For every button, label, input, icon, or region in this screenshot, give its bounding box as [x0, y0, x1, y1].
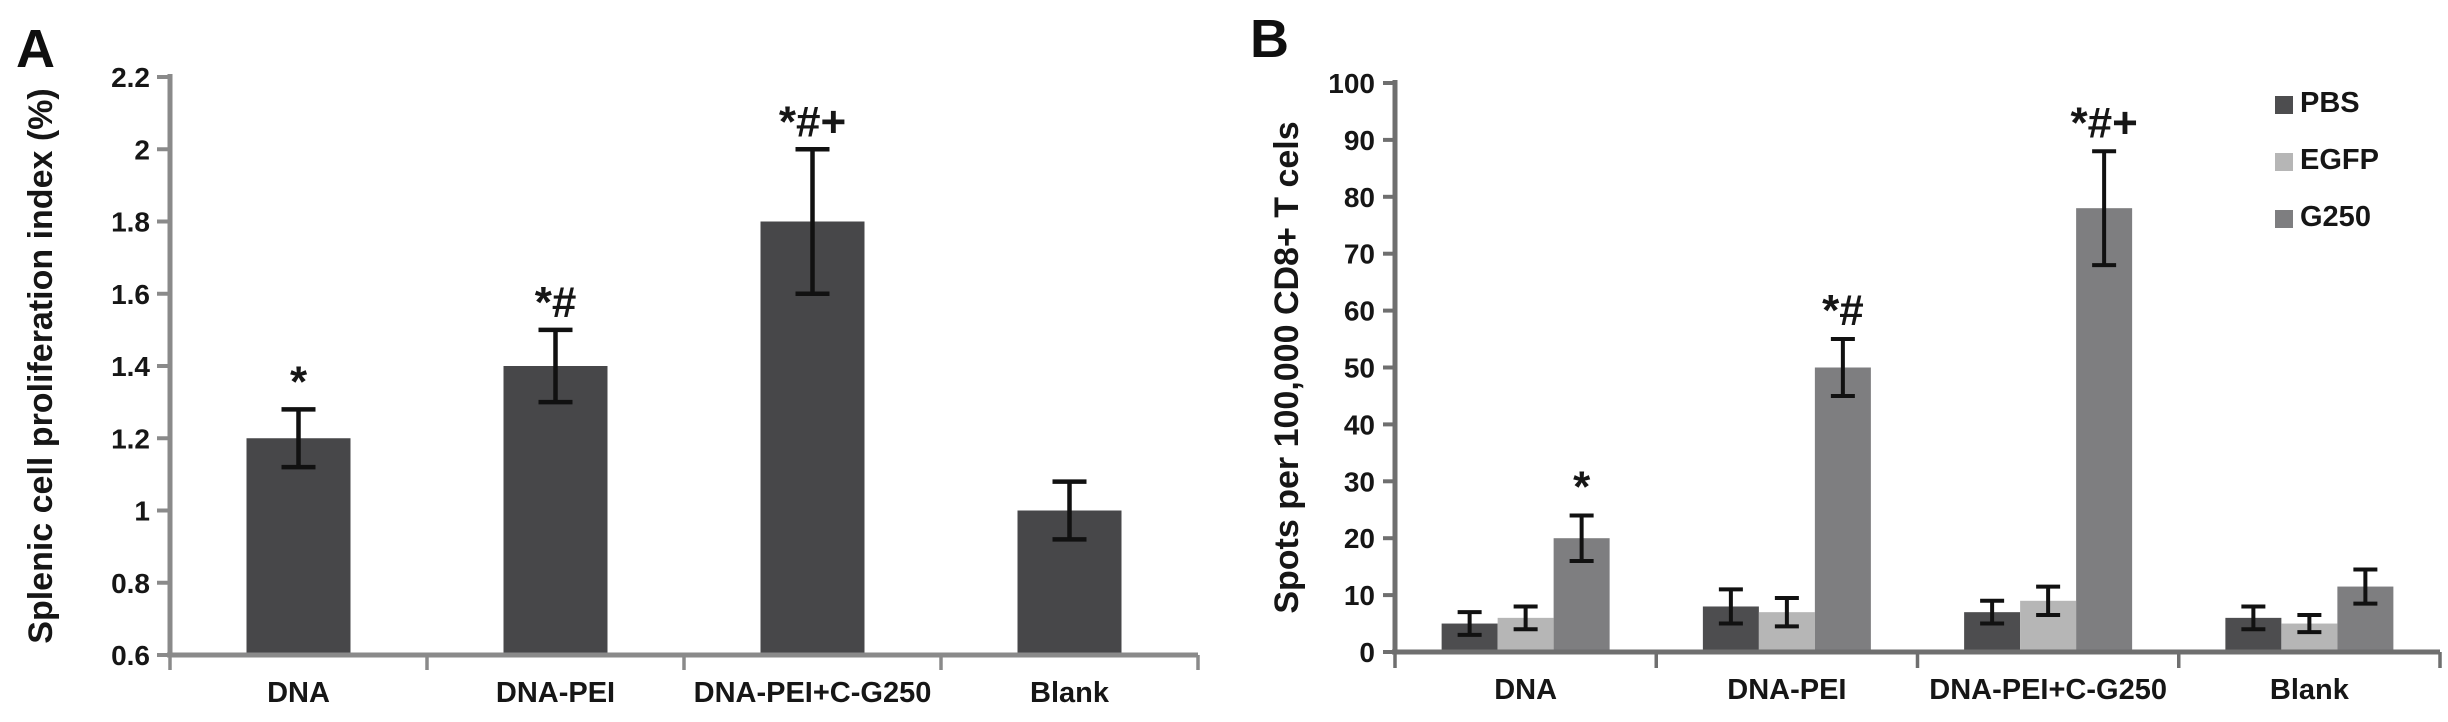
y-tick-label: 1.2: [111, 423, 150, 454]
y-tick-label: 0.6: [111, 640, 150, 671]
category-label-dna: DNA: [1494, 674, 1557, 706]
category-label-dna-pei-c-g250: DNA-PEI+C-G250: [694, 677, 932, 709]
y-tick-label: 60: [1344, 296, 1375, 327]
category-label-blank: Blank: [1030, 677, 1110, 709]
legend-swatch-egfp: [2275, 153, 2293, 171]
y-tick-label: 70: [1344, 239, 1375, 270]
y-tick-label: 2.2: [111, 62, 150, 93]
legend-swatch-g250: [2275, 210, 2293, 228]
y-axis-title: Spots per 100,000 CD8+ T cels: [1268, 121, 1306, 613]
panel-b-chart: * *# *#+ 0 10 20 30 40 50 60 70 80 90 100 DNA DNA-PEI DN…: [1268, 68, 2442, 706]
y-tick-label: 40: [1344, 409, 1375, 440]
y-tick-label: 100: [1328, 68, 1375, 99]
category-label-dna-pei-c-g250: DNA-PEI+C-G250: [1929, 674, 2167, 706]
category-label-blank: Blank: [2270, 674, 2350, 706]
y-tick-label: 0.8: [111, 568, 150, 599]
legend-label-egfp: EGFP: [2300, 144, 2379, 176]
y-axis-title: Splenic cell proliferation index (%): [22, 88, 60, 643]
panel-a-label: A: [16, 19, 55, 79]
y-tick-label: 1.4: [111, 351, 150, 382]
significance-annotation-dna-pei: *#: [535, 278, 577, 327]
y-tick-label: 0: [1359, 637, 1375, 668]
legend-label-pbs: PBS: [2300, 87, 2360, 119]
category-label-dna-pei: DNA-PEI: [1727, 674, 1846, 706]
panel-b-label: B: [1250, 9, 1289, 69]
bar-g250-dna-pei: [1814, 367, 1871, 652]
significance-annotation-dna: *: [290, 357, 308, 406]
y-tick-label: 2: [134, 134, 150, 165]
y-tick-label: 1: [134, 496, 150, 527]
legend-swatch-pbs: [2275, 96, 2293, 114]
significance-annotation-dna-pei-c-g250: *#+: [779, 97, 846, 146]
y-tick-label: 90: [1344, 125, 1375, 156]
significance-annotation-dna-pei-c-g250: *#+: [2070, 98, 2137, 147]
category-label-dna: DNA: [267, 677, 330, 709]
bar-series-dna: [246, 438, 351, 655]
panel-a: A * *# *#+ 0.6 0.8 1 1.2 1.4 1.6 1.8 2 2.2 DNA DNA-PE…: [16, 19, 1200, 709]
significance-annotation-dna: *: [1573, 462, 1591, 511]
y-tick-label: 10: [1344, 580, 1375, 611]
bar-g250-dna-pei-c-g250: [2076, 208, 2133, 652]
y-tick-label: 30: [1344, 466, 1375, 497]
panel-b: B * *# *#+ 0 10 20 30 40 50 60 70 80 90 100 DNA DNA-PEI…: [1224, 0, 2448, 722]
legend-label-g250: G250: [2300, 201, 2371, 233]
bar-series-dna-pei: [503, 366, 608, 655]
category-label-dna-pei: DNA-PEI: [496, 677, 615, 709]
y-tick-label: 80: [1344, 182, 1375, 213]
y-tick-label: 20: [1344, 523, 1375, 554]
y-tick-label: 1.8: [111, 207, 150, 238]
y-tick-label: 50: [1344, 353, 1375, 384]
y-tick-label: 1.6: [111, 279, 150, 310]
significance-annotation-dna-pei: *#: [1822, 286, 1864, 335]
panel-a-chart: * *# *#+ 0.6 0.8 1 1.2 1.4 1.6 1.8 2 2.2 DNA DNA-PEI D…: [22, 62, 1200, 709]
